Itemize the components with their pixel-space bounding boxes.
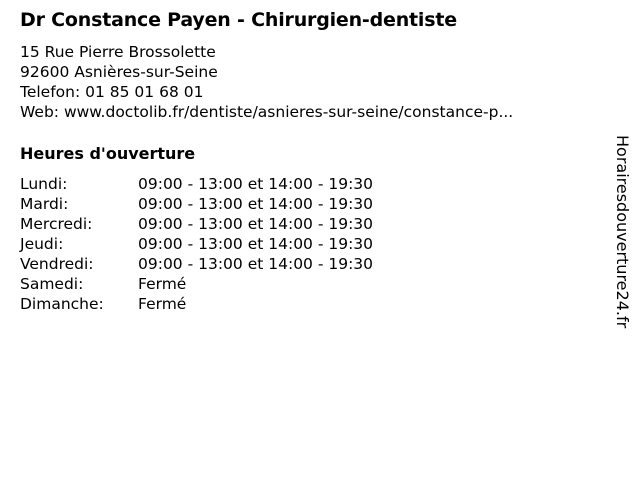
hours-table: Lundi: 09:00 - 13:00 et 14:00 - 19:30 Mar… — [20, 174, 373, 314]
day-hours: 09:00 - 13:00 et 14:00 - 19:30 — [138, 235, 374, 253]
day-hours: 09:00 - 13:00 et 14:00 - 19:30 — [138, 175, 374, 193]
day-label: Lundi: — [20, 175, 68, 193]
contact-info: 15 Rue Pierre Brossolette 92600 Asnières… — [20, 42, 513, 122]
day-label: Dimanche: — [20, 295, 104, 313]
day-hours: 09:00 - 13:00 et 14:00 - 19:30 — [138, 195, 374, 213]
page-title: Dr Constance Payen - Chirurgien-dentiste — [20, 9, 457, 31]
hours-row: Jeudi: 09:00 - 13:00 et 14:00 - 19:30 — [20, 234, 373, 254]
day-hours: 09:00 - 13:00 et 14:00 - 19:30 — [138, 255, 374, 273]
hours-heading: Heures d'ouverture — [20, 144, 196, 163]
website: Web: www.doctolib.fr/dentiste/asnieres-s… — [20, 103, 514, 121]
day-label: Mardi: — [20, 195, 69, 213]
day-label: Vendredi: — [20, 255, 94, 273]
phone: Telefon: 01 85 01 68 01 — [20, 83, 204, 101]
hours-row: Vendredi: 09:00 - 13:00 et 14:00 - 19:30 — [20, 254, 373, 274]
hours-row: Dimanche: Fermé — [20, 294, 373, 314]
site-watermark: Horairesdouverture24.fr — [613, 135, 632, 329]
hours-row: Mardi: 09:00 - 13:00 et 14:00 - 19:30 — [20, 194, 373, 214]
day-label: Mercredi: — [20, 215, 93, 233]
city: 92600 Asnières-sur-Seine — [20, 63, 218, 81]
hours-row: Mercredi: 09:00 - 13:00 et 14:00 - 19:30 — [20, 214, 373, 234]
day-hours: Fermé — [138, 295, 187, 313]
day-label: Samedi: — [20, 275, 84, 293]
hours-row: Samedi: Fermé — [20, 274, 373, 294]
day-hours: 09:00 - 13:00 et 14:00 - 19:30 — [138, 215, 374, 233]
day-label: Jeudi: — [20, 235, 64, 253]
street-address: 15 Rue Pierre Brossolette — [20, 43, 216, 61]
day-hours: Fermé — [138, 275, 187, 293]
hours-row: Lundi: 09:00 - 13:00 et 14:00 - 19:30 — [20, 174, 373, 194]
